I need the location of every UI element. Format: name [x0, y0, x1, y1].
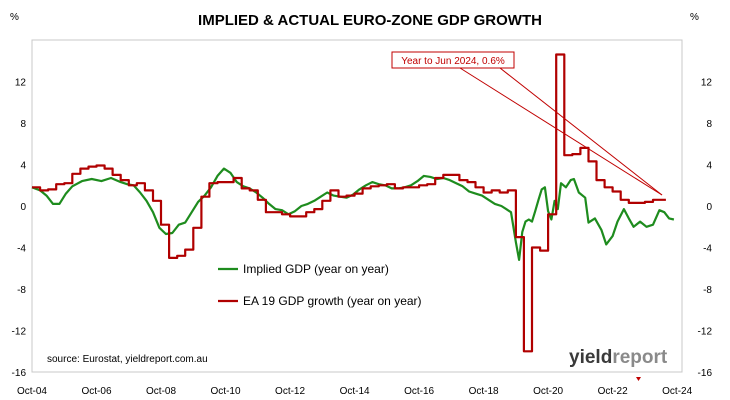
- x-tick-label: Oct-22: [598, 386, 628, 397]
- left-y-axis: -16 -12 -8 -4 0 4 8 12: [12, 78, 27, 380]
- annotation-text: Year to Jun 2024, 0.6%: [401, 56, 505, 67]
- x-axis: Oct-04 Oct-06 Oct-08 Oct-10 Oct-12 Oct-14 Oct-…: [17, 386, 693, 397]
- series-line-ea19-gdp: [32, 53, 666, 353]
- y-tick-label-left: -8: [17, 285, 26, 296]
- brand-wordmark: yieldreport: [569, 347, 668, 368]
- y-tick-label-right: -16: [698, 368, 713, 379]
- x-tick-label: Oct-16: [404, 386, 434, 397]
- series-layer: [31, 53, 675, 353]
- chart-title: IMPLIED & ACTUAL EURO-ZONE GDP GROWTH: [198, 12, 542, 29]
- y-tick-label-left: -12: [12, 327, 27, 338]
- y-tick-label-right: -4: [703, 244, 712, 255]
- y-tick-label-right: -8: [703, 285, 712, 296]
- annotation-pointer: [499, 67, 663, 196]
- y-tick-label-left: -16: [12, 368, 27, 379]
- x-tick-label: Oct-18: [469, 386, 499, 397]
- right-y-axis: -16 -12 -8 -4 0 4 8 12: [698, 78, 713, 380]
- x-tick-label: Oct-20: [533, 386, 563, 397]
- y-tick-label-left: 0: [20, 202, 26, 213]
- y-tick-label-left: 12: [15, 78, 27, 89]
- source-note: source: Eurostat, yieldreport.com.au: [47, 354, 208, 365]
- plot-area: [31, 39, 683, 373]
- y-tick-label-right: 12: [701, 78, 713, 89]
- x-tick-label: Oct-06: [82, 386, 112, 397]
- brand-logo: yieldreport: [569, 347, 668, 368]
- annotation-box: [391, 51, 515, 69]
- x-tick-label: Oct-08: [146, 386, 176, 397]
- legend-label-ea19: EA 19 GDP growth (year on year): [243, 294, 422, 308]
- legend-label-implied: Implied GDP (year on year): [243, 262, 389, 276]
- legend: Implied GDP (year on year) EA 19 GDP gro…: [218, 262, 422, 308]
- y-tick-label-right: 4: [706, 161, 712, 172]
- left-axis-unit: %: [10, 12, 19, 23]
- y-tick-label-left: -4: [17, 244, 26, 255]
- x-tick-label: Oct-12: [275, 386, 305, 397]
- x-tick-label: Oct-04: [17, 386, 47, 397]
- x-axis-marker: [636, 377, 641, 381]
- x-tick-label: Oct-10: [211, 386, 241, 397]
- y-tick-label-left: 4: [20, 161, 26, 172]
- y-tick-label-right: 0: [706, 202, 712, 213]
- x-tick-label: Oct-24: [662, 386, 692, 397]
- right-axis-unit: %: [690, 12, 699, 23]
- y-tick-label-right: 8: [706, 119, 712, 130]
- annotation-pointer: [459, 67, 663, 196]
- y-tick-label-left: 8: [20, 119, 26, 130]
- y-tick-label-right: -12: [698, 327, 713, 338]
- annotation: Year to Jun 2024, 0.6%: [391, 51, 663, 196]
- x-tick-label: Oct-14: [340, 386, 370, 397]
